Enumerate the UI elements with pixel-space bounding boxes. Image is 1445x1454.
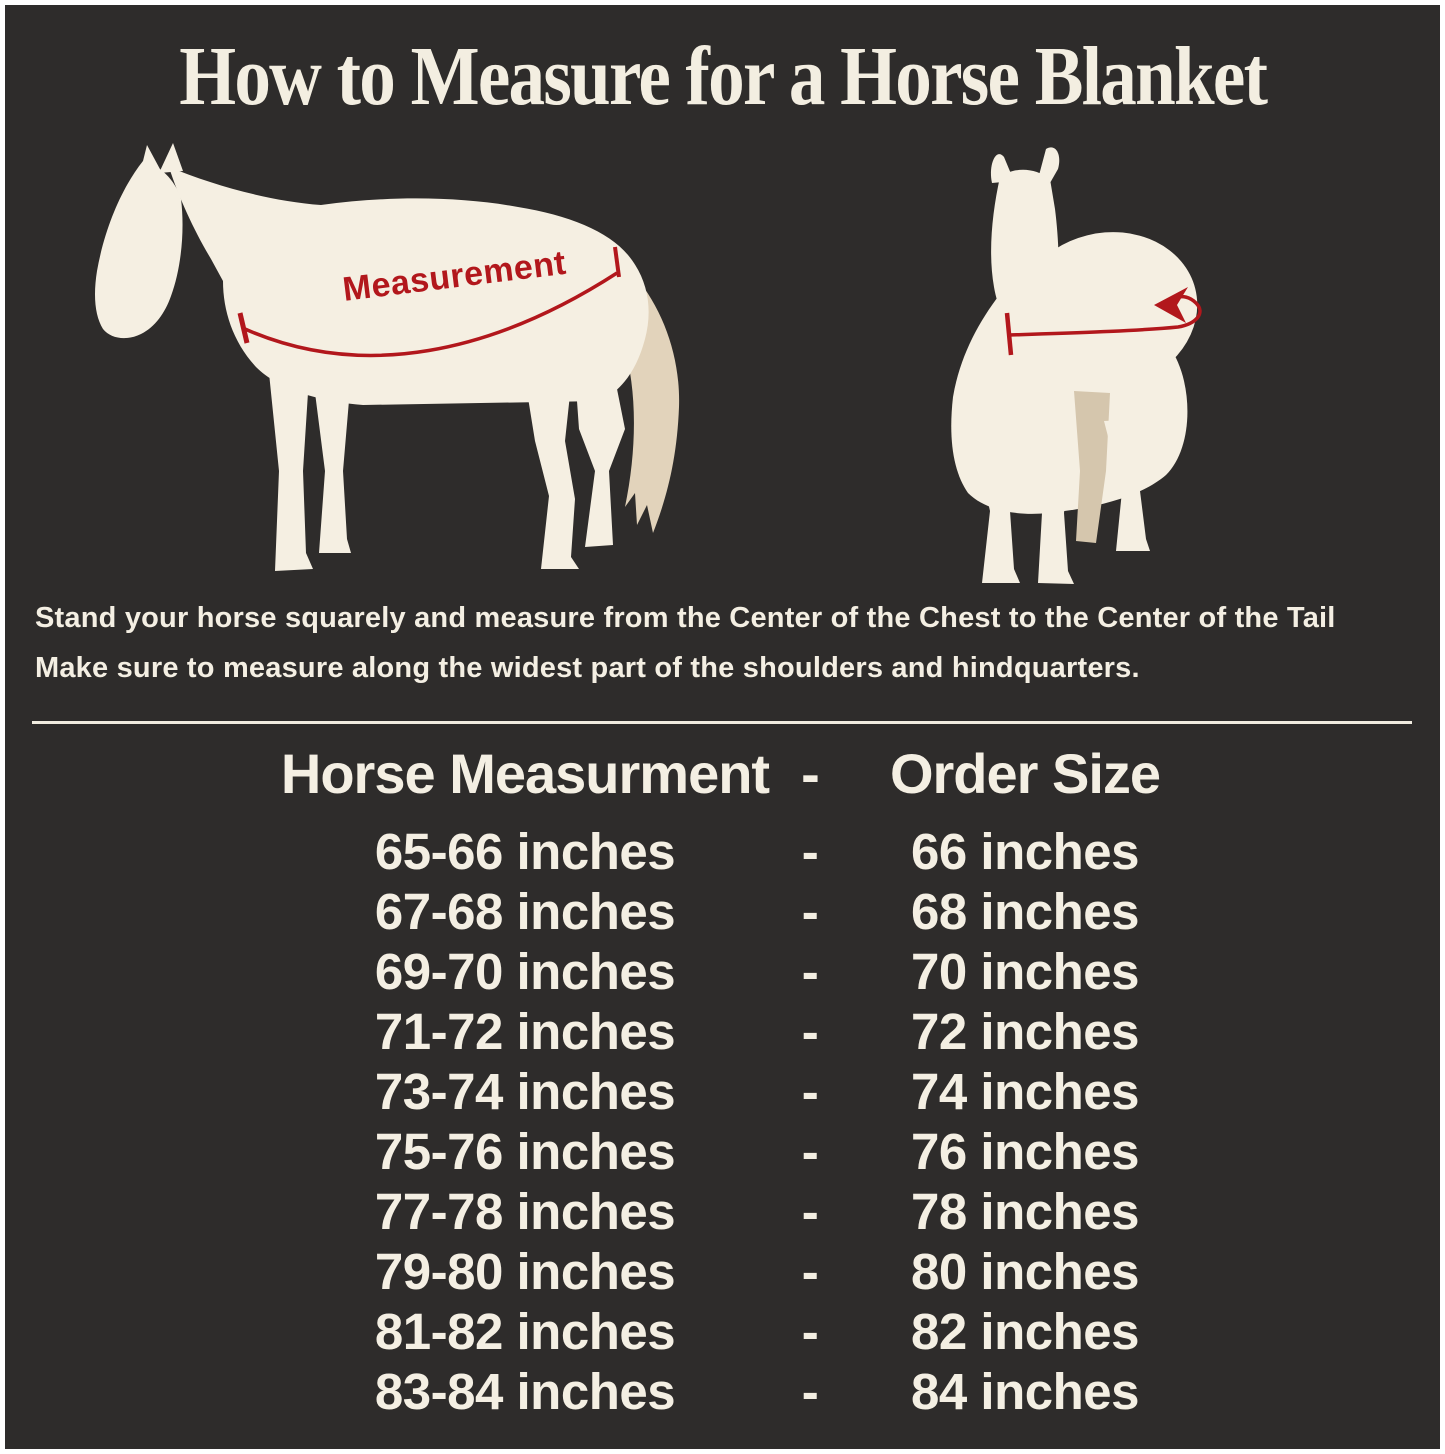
measurement-tick bbox=[237, 312, 250, 344]
measurement-cell: 67-68 inches bbox=[374, 882, 676, 940]
front-view-horse-illustration bbox=[951, 147, 1202, 584]
separator-cell: - bbox=[801, 1122, 819, 1180]
horse-head bbox=[95, 161, 183, 339]
instruction-line-1: Stand your horse squarely and measure fr… bbox=[35, 602, 1336, 634]
table-rows: 65-66 inches - 66 inches 67-68 inches - … bbox=[265, 821, 1225, 1421]
size-cell: 74 inches bbox=[911, 1062, 1139, 1120]
horse-front-leg bbox=[1030, 447, 1074, 584]
measurement-cell: 65-66 inches bbox=[374, 822, 676, 880]
measurement-arrow-icon bbox=[1154, 287, 1188, 323]
size-cell: 80 inches bbox=[911, 1242, 1139, 1300]
table-row: 77-78 inches - 78 inches bbox=[265, 1181, 1225, 1241]
horse-tail bbox=[1074, 391, 1110, 543]
horse-tail bbox=[595, 253, 680, 533]
measurement-line bbox=[1008, 294, 1202, 337]
size-cell: 70 inches bbox=[911, 942, 1139, 1000]
size-cell: 76 inches bbox=[911, 1122, 1139, 1180]
size-table: Horse Measurment - Order Size 65-66 inch… bbox=[265, 733, 1225, 1421]
divider-line bbox=[32, 721, 1412, 724]
horse-hind-leg bbox=[1104, 419, 1150, 551]
horse-ear-icon bbox=[139, 145, 161, 177]
instructions: Stand your horse squarely and measure fr… bbox=[35, 593, 1435, 693]
table-row: 71-72 inches - 72 inches bbox=[265, 1001, 1225, 1061]
horse-hind-leg bbox=[575, 373, 625, 547]
separator-cell: - bbox=[801, 1182, 819, 1240]
separator-cell: - bbox=[801, 1062, 819, 1120]
separator-cell: - bbox=[801, 882, 819, 940]
dark-panel: How to Measure for a Horse Blanket Measu… bbox=[5, 5, 1440, 1449]
measurement-cell: 69-70 inches bbox=[374, 942, 676, 1000]
horse-ear-icon bbox=[990, 154, 1014, 183]
table-header: Horse Measurment - Order Size bbox=[265, 733, 1225, 813]
page-title: How to Measure for a Horse Blanket bbox=[5, 29, 1440, 125]
table-row: 81-82 inches - 82 inches bbox=[265, 1301, 1225, 1361]
size-cell: 66 inches bbox=[911, 822, 1139, 880]
measurement-tick bbox=[613, 246, 621, 278]
separator-cell: - bbox=[801, 1302, 819, 1360]
header-measurement: Horse Measurment bbox=[280, 741, 770, 805]
table-row: 75-76 inches - 76 inches bbox=[265, 1121, 1225, 1181]
separator-cell: - bbox=[801, 1362, 819, 1420]
table-row: 65-66 inches - 66 inches bbox=[265, 821, 1225, 881]
measurement-cell: 71-72 inches bbox=[374, 1002, 676, 1060]
table-row: 83-84 inches - 84 inches bbox=[265, 1361, 1225, 1421]
table-row: 69-70 inches - 70 inches bbox=[265, 941, 1225, 1001]
measurement-line bbox=[244, 271, 618, 358]
horse-hind-leg bbox=[525, 379, 579, 569]
separator-cell: - bbox=[801, 1002, 819, 1060]
table-row: 73-74 inches - 74 inches bbox=[265, 1061, 1225, 1121]
side-view-horse-illustration bbox=[95, 143, 680, 571]
page-title-text: How to Measure for a Horse Blanket bbox=[179, 30, 1268, 123]
header-separator: - bbox=[801, 741, 820, 805]
horse-head bbox=[991, 169, 1059, 331]
size-cell: 72 inches bbox=[911, 1002, 1139, 1060]
size-cell: 82 inches bbox=[911, 1302, 1139, 1360]
separator-cell: - bbox=[801, 1242, 819, 1300]
size-cell: 84 inches bbox=[911, 1362, 1139, 1420]
instruction-line-2: Make sure to measure along the widest pa… bbox=[35, 652, 1140, 684]
horse-ear-icon bbox=[159, 143, 183, 173]
measurement-cell: 75-76 inches bbox=[374, 1122, 676, 1180]
horse-ear-icon bbox=[1038, 147, 1060, 183]
horse-front-leg bbox=[974, 441, 1020, 583]
measurement-cell: 81-82 inches bbox=[374, 1302, 676, 1360]
size-cell: 78 inches bbox=[911, 1182, 1139, 1240]
measurement-cell: 79-80 inches bbox=[374, 1242, 676, 1300]
separator-cell: - bbox=[801, 822, 819, 880]
horse-front-leg bbox=[313, 377, 351, 553]
separator-cell: - bbox=[801, 942, 819, 1000]
table-row: 67-68 inches - 68 inches bbox=[265, 881, 1225, 941]
measurement-cell: 77-78 inches bbox=[374, 1182, 676, 1240]
header-size: Order Size bbox=[889, 741, 1161, 805]
size-cell: 68 inches bbox=[911, 882, 1139, 940]
measurement-cell: 83-84 inches bbox=[374, 1362, 676, 1420]
table-row: 79-80 inches - 80 inches bbox=[265, 1241, 1225, 1301]
horse-front-leg bbox=[269, 373, 313, 571]
measurement-cell: 73-74 inches bbox=[374, 1062, 676, 1120]
